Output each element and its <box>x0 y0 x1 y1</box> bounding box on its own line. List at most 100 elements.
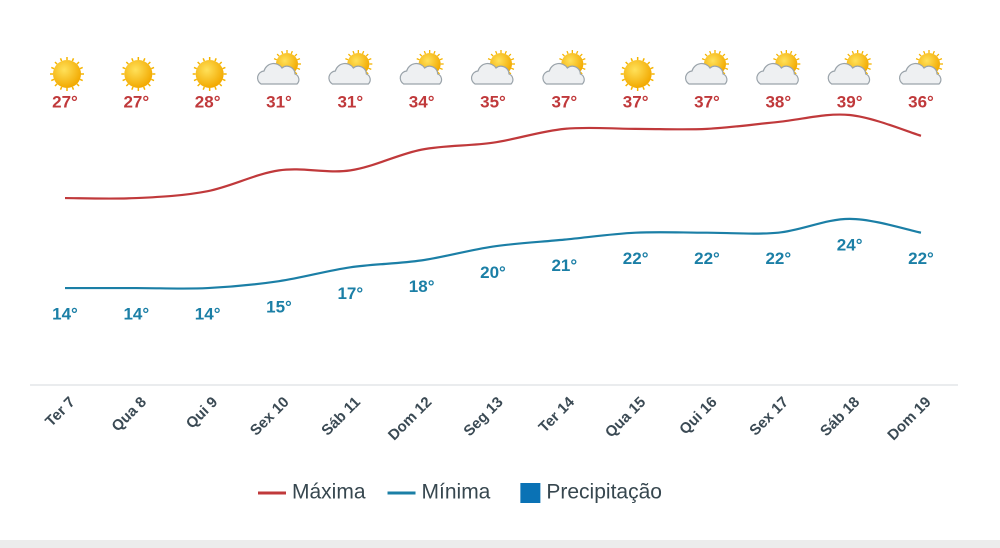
sun-ray <box>51 78 55 82</box>
value-label: 24° <box>837 235 863 254</box>
sun-ray <box>294 53 298 57</box>
sun-ray <box>625 61 629 65</box>
legend-label: Mínima <box>422 481 491 504</box>
sun-ray <box>122 66 126 70</box>
sun-ray <box>197 83 201 87</box>
value-label: 37° <box>623 92 649 111</box>
value-label: 22° <box>908 249 934 268</box>
sun-ray <box>780 50 783 55</box>
sun-ray <box>575 50 579 55</box>
sun-ray <box>79 66 83 70</box>
value-label: 14° <box>52 305 78 324</box>
cloud <box>827 62 871 85</box>
sun-ray <box>436 53 441 57</box>
sun-ray <box>122 78 126 82</box>
sun-ray <box>510 67 515 70</box>
sun-ray <box>923 50 926 55</box>
sun-ray <box>59 58 63 62</box>
sun-ray <box>142 86 146 90</box>
sun-ray <box>345 58 349 61</box>
sun-ray <box>704 53 708 57</box>
partly-cloudy-icon <box>470 50 515 85</box>
sun-ray <box>851 50 855 55</box>
x-tick-label: Sex 17 <box>746 394 792 440</box>
value-label: 27° <box>123 92 149 111</box>
sun-ray <box>621 66 626 70</box>
sun-ray <box>296 67 301 70</box>
x-tick-label: Ter 14 <box>535 393 578 436</box>
sun-ray <box>219 61 223 65</box>
sun-ray <box>54 61 58 65</box>
value-label: 22° <box>765 249 791 268</box>
partly-cloudy-icon <box>756 50 801 85</box>
sun-ray <box>650 78 654 82</box>
sun-ray <box>131 58 134 62</box>
sun-ray <box>59 86 63 90</box>
sun-ray <box>775 53 780 57</box>
sun-ray <box>142 58 146 62</box>
sun-ray <box>938 58 943 61</box>
sun-ray <box>796 58 800 61</box>
value-label: 15° <box>266 298 292 317</box>
sun-ray <box>71 58 75 62</box>
sun-ray <box>867 58 871 61</box>
sun-ray <box>773 58 777 61</box>
sun-ray <box>793 53 797 57</box>
value-label: 17° <box>337 284 363 303</box>
sun-ray <box>147 61 151 65</box>
value-label: 31° <box>266 92 292 111</box>
sun-ray <box>214 58 217 62</box>
sun-ray <box>79 78 83 82</box>
value-label: 31° <box>337 92 363 111</box>
sun-ray <box>861 50 864 55</box>
sun-ray <box>722 53 726 57</box>
partly-cloudy-icon <box>256 50 301 85</box>
sun-ray <box>222 66 226 70</box>
sun-ray <box>147 83 151 87</box>
sun-ray <box>71 86 75 90</box>
sun-ray <box>125 83 129 87</box>
sun-ray <box>296 58 301 61</box>
sun-ray <box>561 53 566 57</box>
sun-ray <box>193 66 198 70</box>
sun-ray <box>76 83 80 87</box>
value-label: 20° <box>480 263 506 282</box>
x-tick-label: Sáb 11 <box>318 394 364 440</box>
sun-ray <box>131 86 134 90</box>
sun-ray <box>938 67 943 70</box>
sun-ray <box>54 83 58 87</box>
x-tick-label: Qui 9 <box>183 394 222 433</box>
sun-ray <box>433 50 436 55</box>
sun-ray <box>566 50 569 55</box>
sun-ray <box>495 50 498 55</box>
sun-ray <box>864 53 869 57</box>
sun-ray <box>439 58 443 61</box>
value-label: 34° <box>409 92 435 111</box>
sun-ray <box>867 67 871 70</box>
sun-ray <box>625 83 629 87</box>
sun-ray <box>290 50 293 55</box>
partly-cloudy-icon <box>399 50 444 85</box>
sun-ray <box>918 53 922 57</box>
sun-ray <box>150 78 155 82</box>
partly-cloudy-icon <box>898 50 943 85</box>
sun-ray <box>276 53 280 57</box>
sun-ray <box>281 50 284 55</box>
cloud <box>328 62 371 85</box>
cloud <box>684 62 728 85</box>
sun-ray <box>508 53 512 57</box>
sun-ray <box>915 58 920 61</box>
value-label: 27° <box>52 92 78 111</box>
sun-ray <box>273 58 278 61</box>
sun-ray <box>701 58 706 61</box>
cloud <box>470 62 514 85</box>
sun-icon <box>121 57 156 91</box>
x-tick-label: Dom 12 <box>385 394 435 444</box>
sun-disc <box>623 60 652 88</box>
value-label: 35° <box>480 92 506 111</box>
x-tick-label: Ter 7 <box>42 394 79 431</box>
sun-ray <box>630 86 634 90</box>
x-tick-label: Qui 16 <box>676 394 720 438</box>
sun-ray <box>347 53 352 57</box>
